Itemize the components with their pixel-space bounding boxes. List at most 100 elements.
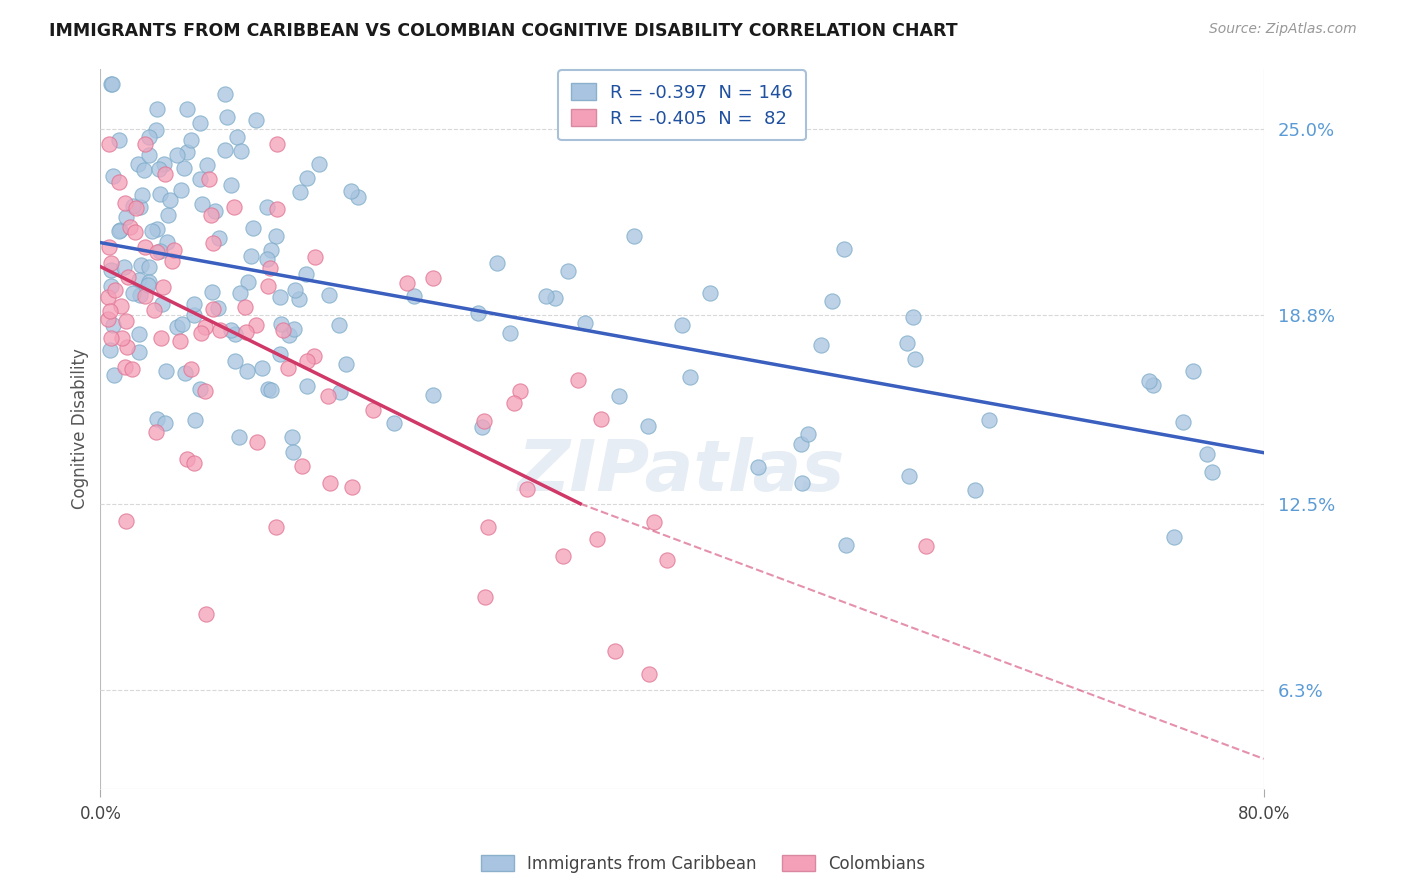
Point [100,77,122,91]
Point [148,162,170,177]
Point [283,322,305,336]
Point [269,347,291,361]
Point [796,427,818,442]
Point [195,158,218,172]
Point [100,256,122,270]
Point [98,343,121,358]
Point [589,412,612,426]
Point [201,235,224,250]
Point [586,532,609,546]
Point [256,201,278,215]
Point [129,200,152,214]
Point [172,317,194,331]
Point [404,288,426,302]
Point [1163,531,1185,545]
Point [219,323,242,337]
Point [623,229,645,244]
Point [790,437,813,451]
Point [146,102,169,116]
Point [97,136,120,151]
Point [1201,466,1223,480]
Point [100,331,122,345]
Point [605,644,627,658]
Point [176,145,198,159]
Point [304,250,326,264]
Point [557,264,579,278]
Point [169,334,191,349]
Point [295,354,318,368]
Point [194,384,217,399]
Point [328,318,350,332]
Point [149,244,172,259]
Point [200,285,222,299]
Point [120,220,142,235]
Point [643,515,665,529]
Point [284,283,307,297]
Point [228,429,250,443]
Point [108,175,131,189]
Point [346,190,368,204]
Point [100,263,122,277]
Point [100,279,122,293]
Point [159,194,181,208]
Point [184,413,207,427]
Y-axis label: Cognitive Disability: Cognitive Disability [72,348,89,509]
Point [134,289,156,303]
Point [281,430,304,444]
Point [637,419,659,434]
Point [832,242,855,256]
Point [138,130,160,145]
Point [122,199,145,213]
Point [176,451,198,466]
Point [129,258,152,272]
Point [236,364,259,378]
Point [114,515,136,529]
Point [318,287,340,301]
Point [509,384,531,398]
Point [194,607,217,621]
Point [107,224,129,238]
Point [146,222,169,236]
Point [259,261,281,276]
Point [302,349,325,363]
Point [288,186,311,200]
Point [155,416,177,430]
Point [361,403,384,417]
Point [98,303,121,318]
Point [145,425,167,440]
Point [671,318,693,332]
Point [111,330,134,344]
Point [340,184,363,198]
Point [176,102,198,116]
Point [271,323,294,337]
Point [897,469,920,483]
Point [188,116,211,130]
Point [183,308,205,322]
Point [97,311,120,326]
Point [188,382,211,396]
Point [963,483,986,497]
Point [128,345,150,359]
Point [145,245,167,260]
Point [638,667,661,681]
Text: ZIPatlas: ZIPatlas [519,437,845,507]
Point [242,221,264,235]
Point [335,357,357,371]
Point [103,169,125,183]
Point [747,460,769,475]
Point [170,183,193,197]
Point [136,277,159,292]
Point [1181,364,1204,378]
Point [422,388,444,402]
Point [108,133,131,147]
Point [155,364,177,378]
Point [180,133,202,147]
Point [103,368,125,383]
Point [215,110,238,124]
Point [295,379,318,393]
Point [256,278,278,293]
Point [128,273,150,287]
Point [124,225,146,239]
Point [131,187,153,202]
Point [574,316,596,330]
